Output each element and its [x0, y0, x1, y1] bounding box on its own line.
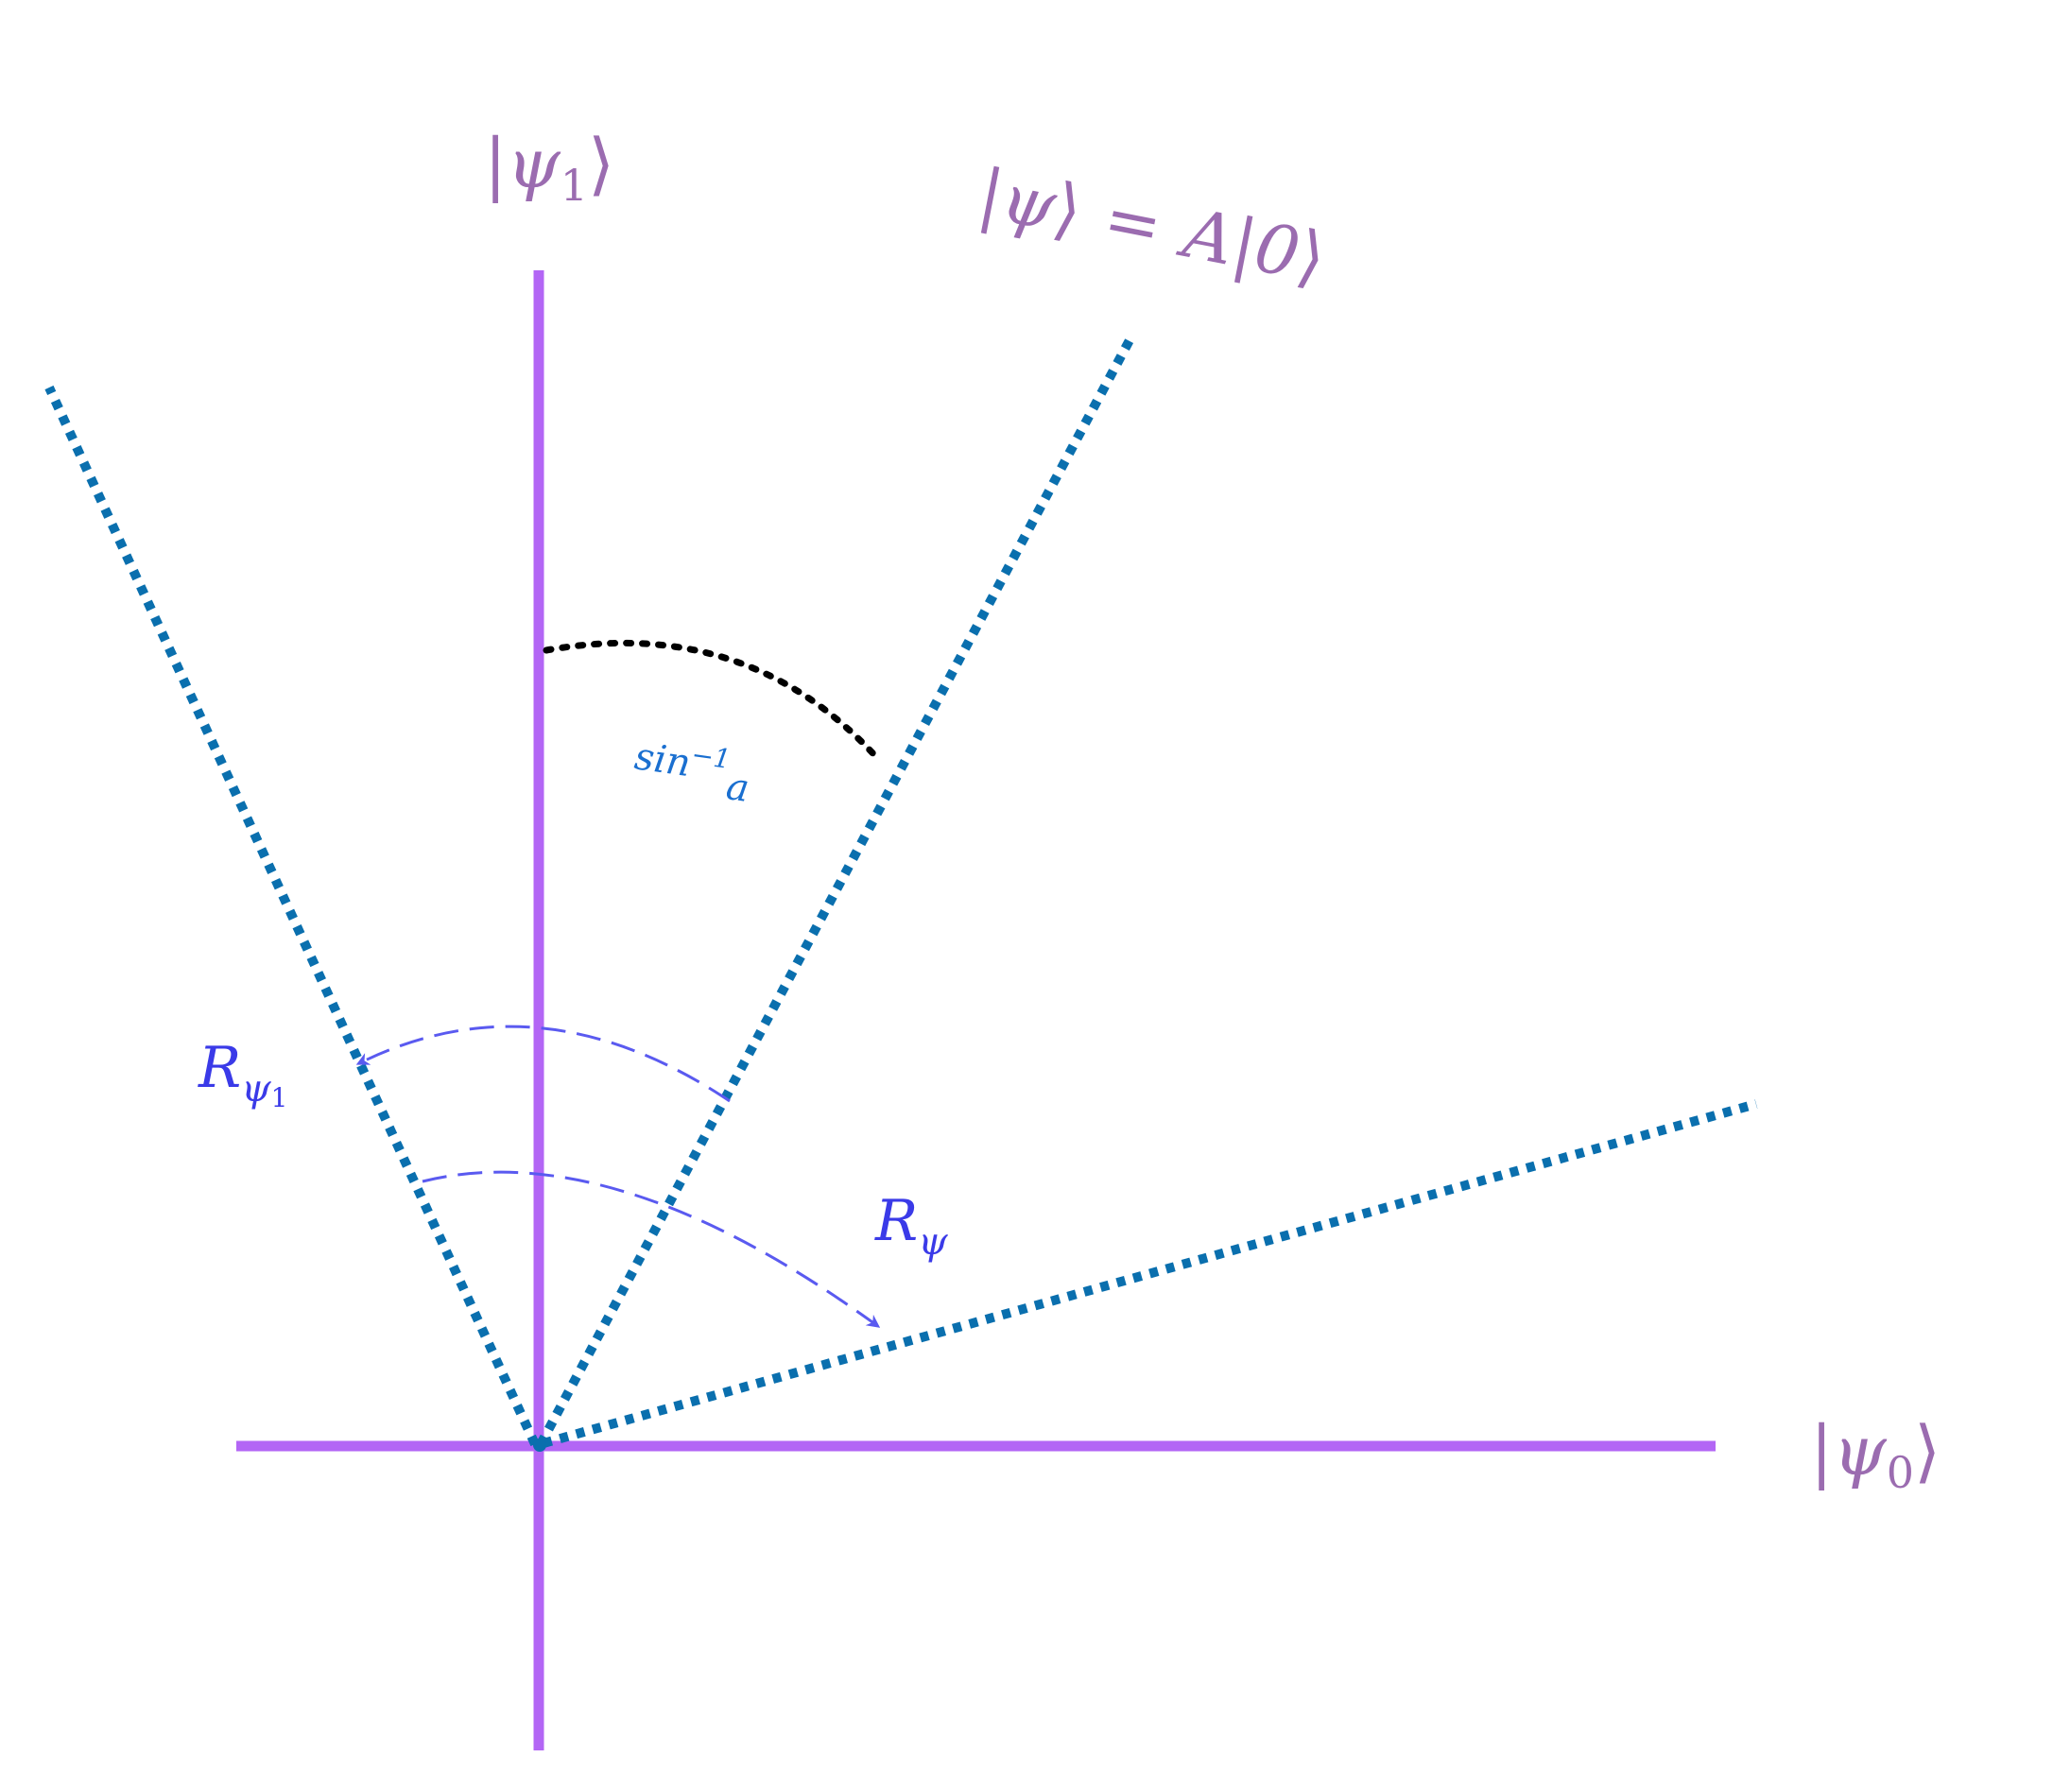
psi1-axis-label: |ψ1⟩: [484, 124, 614, 211]
reflected-psi-line: [542, 1099, 1758, 1448]
angle-label: sin−1a: [630, 731, 754, 811]
origin-point: [533, 1439, 546, 1452]
r-psi-arrow: [422, 1170, 881, 1329]
r-psi1-label: Rψ1: [198, 1035, 287, 1113]
psi-state-line: [536, 337, 1134, 1447]
r-psi1-arrow: [355, 1025, 731, 1103]
psi-state-label: |ψ⟩ = A|0⟩: [973, 153, 1333, 298]
reflected-psi1-line: [44, 385, 540, 1447]
angle-arc: [543, 639, 881, 762]
r-psi-label: Rψ: [874, 1188, 948, 1264]
psi0-axis-label: |ψ0⟩: [1810, 1411, 1941, 1498]
